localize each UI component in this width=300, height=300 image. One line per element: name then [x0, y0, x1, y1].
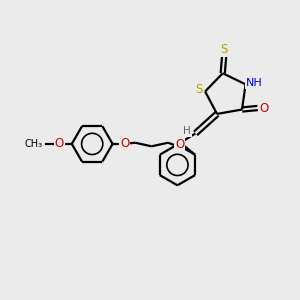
Text: H: H: [183, 126, 191, 136]
Text: CH₃: CH₃: [24, 139, 42, 149]
Text: S: S: [220, 43, 228, 56]
Text: S: S: [195, 83, 202, 97]
Text: O: O: [259, 101, 268, 115]
Text: O: O: [55, 137, 64, 150]
Text: O: O: [120, 137, 129, 150]
Text: O: O: [175, 138, 184, 151]
Text: NH: NH: [246, 78, 263, 88]
